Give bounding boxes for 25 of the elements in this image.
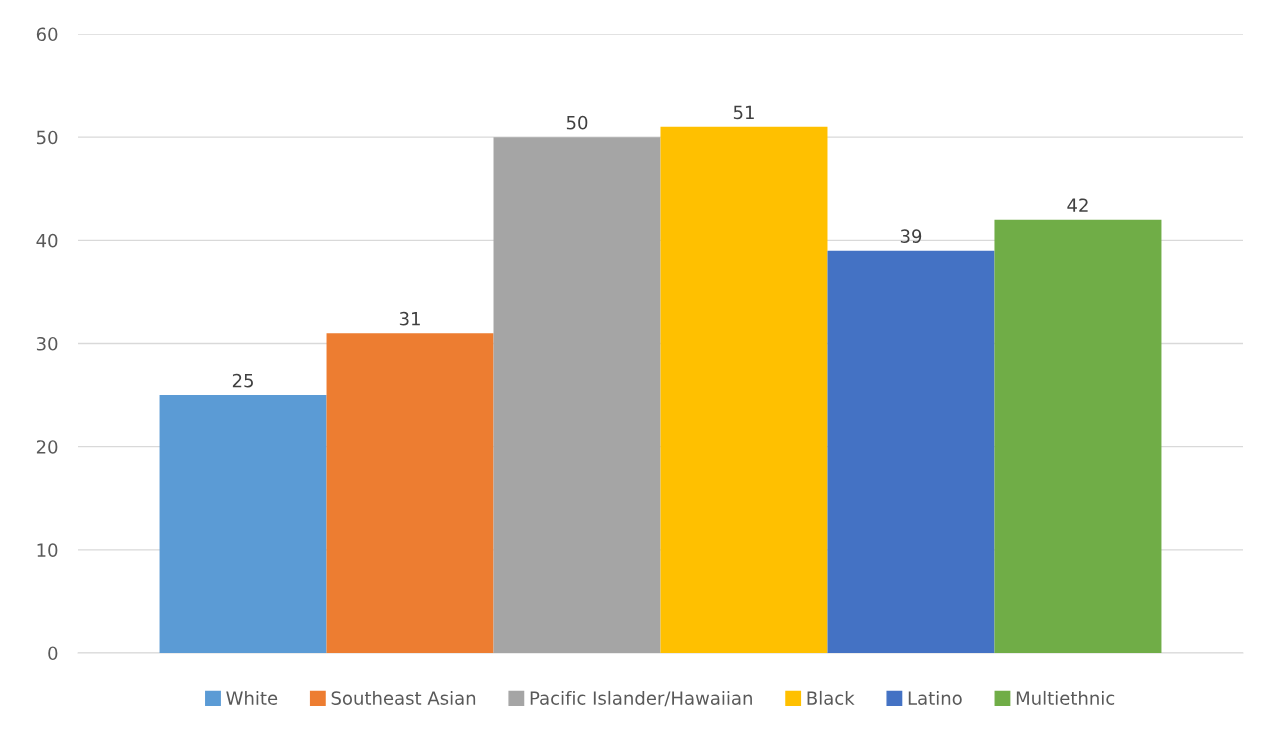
- y-tick-label: 30: [36, 336, 58, 351]
- data-label: 25: [232, 373, 253, 388]
- y-tick-label: 50: [36, 130, 58, 145]
- y-tick-label: 60: [36, 27, 58, 42]
- legend-label: Multiethnic: [1016, 690, 1115, 705]
- data-label: 31: [399, 311, 420, 326]
- y-tick-label: 40: [36, 233, 58, 248]
- legend-label: Black: [807, 690, 855, 705]
- bar: [994, 219, 1162, 653]
- bar: [493, 137, 661, 653]
- bar: [159, 395, 327, 653]
- bar: [660, 126, 828, 653]
- legend-label: Latino: [908, 690, 962, 705]
- y-tick-label: 20: [36, 440, 58, 454]
- y-tick-label: 0: [48, 646, 58, 661]
- bar: [326, 333, 494, 653]
- data-label: 42: [1067, 198, 1088, 212]
- data-label: 39: [900, 229, 922, 243]
- legend-label: Pacific Islander/Hawaiian: [530, 690, 752, 707]
- data-label: 51: [733, 105, 754, 120]
- y-tick-label: 10: [37, 543, 58, 557]
- legend-label: White: [226, 690, 278, 705]
- data-label: 50: [566, 115, 588, 130]
- legend-label: Southeast Asian: [331, 690, 476, 705]
- bar: [827, 250, 995, 653]
